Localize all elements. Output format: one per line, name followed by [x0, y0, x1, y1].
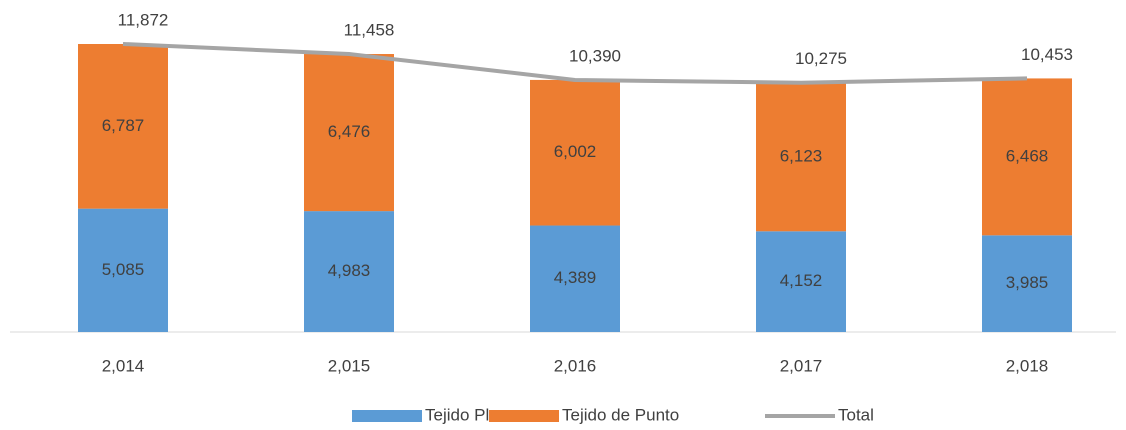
data-label: 10,453	[1021, 45, 1073, 64]
bar-segment	[530, 225, 620, 332]
legend-swatch	[352, 410, 422, 422]
data-label: 5,085	[102, 260, 145, 279]
data-label: 6,476	[328, 122, 371, 141]
bar-segment	[78, 208, 168, 332]
bar-segment	[304, 211, 394, 332]
x-tick-label: 2,016	[554, 356, 597, 375]
legend-label: Tejido de Punto	[562, 405, 679, 424]
data-label: 4,983	[328, 261, 371, 280]
data-label: 10,275	[795, 49, 847, 68]
bar-segment	[982, 78, 1072, 236]
legend-swatch	[489, 410, 559, 422]
data-label: 4,152	[780, 271, 823, 290]
data-label: 11,872	[118, 10, 169, 29]
x-tick-label: 2,014	[102, 356, 145, 375]
bar-segment	[756, 82, 846, 232]
data-label: 6,787	[102, 116, 145, 135]
bar-segment	[982, 235, 1072, 332]
total-line	[122, 42, 1028, 85]
x-tick-label: 2,018	[1006, 356, 1049, 375]
bar-segment	[756, 231, 846, 332]
bar-segment	[78, 44, 168, 209]
data-label: 4,389	[554, 268, 597, 287]
data-label: 6,123	[780, 146, 823, 165]
data-label: 11,458	[344, 21, 395, 40]
data-label: 6,468	[1006, 146, 1049, 165]
x-tick-label: 2,017	[780, 356, 823, 375]
legend-label: Total	[838, 405, 874, 424]
bar-segment	[530, 79, 620, 226]
bar-segment	[304, 54, 394, 212]
data-label: 3,985	[1006, 273, 1049, 292]
data-label: 6,002	[554, 142, 597, 161]
data-label: 10,390	[569, 46, 621, 65]
x-tick-label: 2,015	[328, 356, 371, 375]
